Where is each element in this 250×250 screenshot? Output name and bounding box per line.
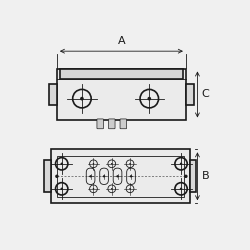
Circle shape bbox=[60, 162, 63, 165]
Circle shape bbox=[148, 97, 151, 100]
FancyBboxPatch shape bbox=[108, 119, 115, 129]
Circle shape bbox=[90, 175, 92, 178]
Circle shape bbox=[93, 163, 94, 164]
FancyBboxPatch shape bbox=[120, 119, 126, 129]
Circle shape bbox=[129, 188, 131, 190]
Bar bbox=[49, 84, 57, 105]
Bar bbox=[57, 156, 184, 197]
Bar bbox=[44, 160, 51, 192]
Circle shape bbox=[184, 174, 188, 178]
Circle shape bbox=[111, 188, 112, 190]
Text: A: A bbox=[118, 36, 125, 46]
Bar bbox=[60, 68, 183, 79]
Circle shape bbox=[93, 188, 94, 190]
Circle shape bbox=[180, 188, 182, 190]
Circle shape bbox=[116, 175, 119, 178]
Circle shape bbox=[60, 188, 63, 190]
Bar bbox=[57, 68, 186, 120]
Circle shape bbox=[103, 175, 105, 178]
Text: B: B bbox=[202, 171, 209, 181]
Circle shape bbox=[180, 162, 182, 165]
FancyBboxPatch shape bbox=[97, 119, 103, 129]
Bar bbox=[190, 160, 196, 192]
Text: C: C bbox=[202, 90, 209, 100]
Circle shape bbox=[130, 175, 132, 178]
Circle shape bbox=[80, 97, 84, 100]
Circle shape bbox=[55, 174, 59, 178]
Circle shape bbox=[129, 163, 131, 164]
Bar bbox=[186, 84, 194, 105]
Circle shape bbox=[111, 163, 112, 164]
Bar bbox=[51, 149, 190, 203]
